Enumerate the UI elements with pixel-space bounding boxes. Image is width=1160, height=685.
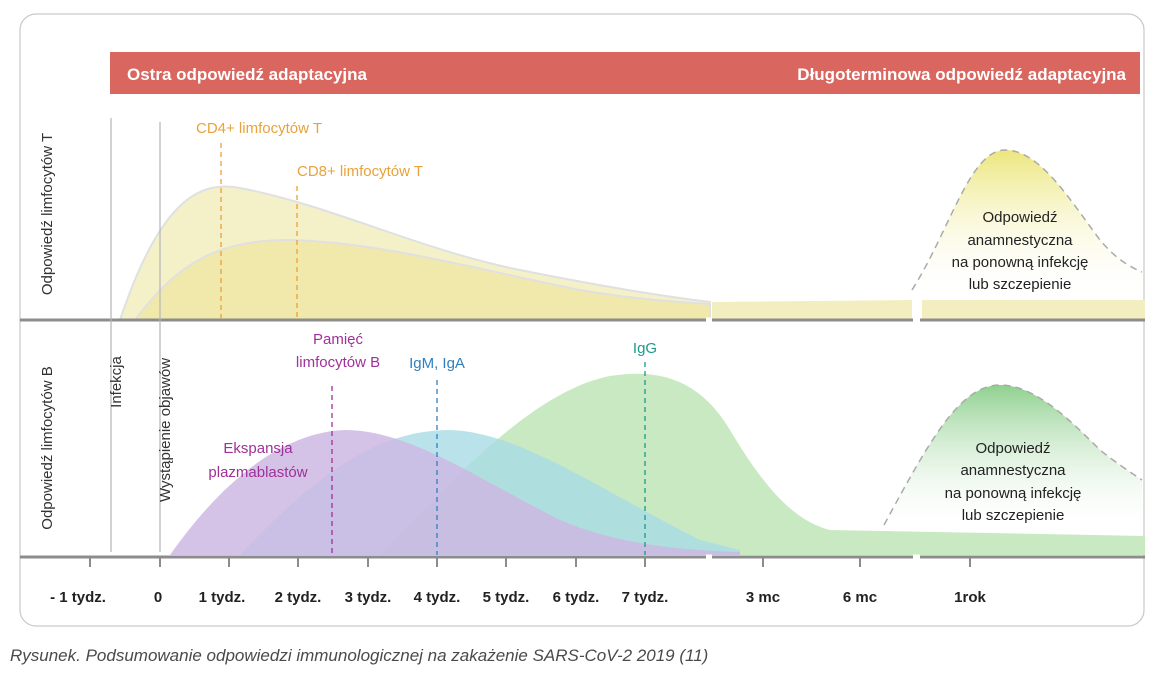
long-term-t-plateau-late — [922, 300, 1145, 320]
igm-label: IgM, IgA — [409, 355, 465, 372]
x-axis-ticks — [89, 557, 971, 567]
b-cell-axis-label: Odpowiedź limfocytów B — [39, 366, 56, 529]
figure-caption: Rysunek. Podsumowanie odpowiedzi immunol… — [10, 646, 709, 665]
tick-label: 4 tydz. — [414, 589, 461, 606]
tick-label: 3 mc — [746, 589, 780, 606]
memory-b-text: Odpowiedź anamnestyczna na ponowną infek… — [945, 440, 1082, 524]
memory-b-text-line-4: lub szczepienie — [962, 507, 1065, 524]
long-term-t-plateau — [712, 300, 912, 320]
immune-response-diagram: Ostra odpowiedź adaptacyjna Długotermino… — [19, 13, 1145, 627]
memory-t-line-3: na ponowną infekcję — [952, 254, 1089, 271]
tick-label: 6 mc — [843, 589, 877, 606]
memory-b-text-line-3: na ponowną infekcję — [945, 485, 1082, 502]
memory-b-text-line-1: Odpowiedź — [975, 440, 1050, 457]
tick-label: 0 — [154, 589, 162, 606]
x-axis-tick-labels: - 1 tydz. 0 1 tydz. 2 tydz. 3 tydz. 4 ty… — [50, 589, 986, 606]
infection-label: Infekcja — [108, 355, 125, 407]
t-cell-axis-label: Odpowiedź limfocytów T — [39, 133, 56, 295]
symptom-onset-label: Wystąpienie objawów — [157, 358, 174, 502]
memory-t-text: Odpowiedź anamnestyczna na ponowną infek… — [952, 209, 1089, 293]
memory-b-label-line-1: Pamięć — [313, 331, 364, 348]
igg-label: IgG — [633, 340, 657, 357]
tick-label: 1 tydz. — [199, 589, 246, 606]
tick-label: 6 tydz. — [553, 589, 600, 606]
memory-t-line-1: Odpowiedź — [982, 209, 1057, 226]
cd8-response-curve — [132, 238, 711, 321]
response-phase-banner — [110, 52, 1140, 94]
acute-response-label: Ostra odpowiedź adaptacyjna — [127, 65, 367, 84]
cd8-label: CD8+ limfocytów T — [297, 163, 423, 180]
plasmablast-response-curve — [170, 430, 740, 555]
tick-label: 1rok — [954, 589, 986, 606]
memory-t-response-curve — [912, 150, 1142, 300]
memory-b-label-line-2: limfocytów B — [296, 354, 380, 371]
memory-t-outline — [911, 149, 1143, 291]
tick-label: 2 tydz. — [275, 589, 322, 606]
memory-b-response-curve — [884, 385, 1142, 536]
tick-label: 3 tydz. — [345, 589, 392, 606]
plasmablast-label-line-1: Ekspansja — [223, 440, 293, 457]
tick-label: 5 tydz. — [483, 589, 530, 606]
plasmablast-label-line-2: plazmablastów — [208, 464, 307, 481]
tick-label: 7 tydz. — [622, 589, 669, 606]
tick-label: - 1 tydz. — [50, 589, 106, 606]
memory-t-line-2: anamnestyczna — [967, 232, 1073, 249]
memory-t-line-4: lub szczepienie — [969, 276, 1072, 293]
cd4-label: CD4+ limfocytów T — [196, 120, 322, 137]
memory-b-text-line-2: anamnestyczna — [960, 462, 1066, 479]
long-term-response-label: Długoterminowa odpowiedź adaptacyjna — [797, 65, 1126, 84]
memory-b-outline — [883, 384, 1143, 526]
